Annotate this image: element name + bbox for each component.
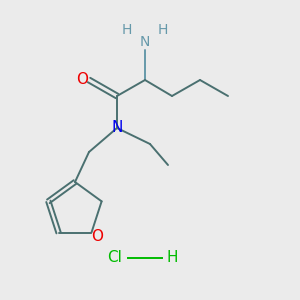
Text: H: H: [122, 23, 132, 37]
Text: Cl: Cl: [108, 250, 122, 266]
Text: O: O: [76, 73, 88, 88]
Text: O: O: [92, 229, 104, 244]
Text: H: H: [158, 23, 168, 37]
Text: N: N: [140, 35, 150, 49]
Text: N: N: [111, 121, 123, 136]
Text: H: H: [166, 250, 178, 266]
